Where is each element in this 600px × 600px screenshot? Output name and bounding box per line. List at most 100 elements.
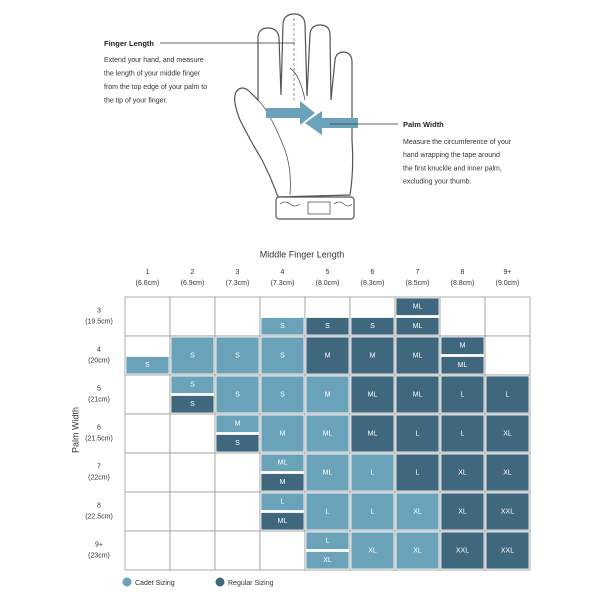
- size-label: XL: [413, 508, 422, 515]
- size-label: ML: [413, 352, 423, 359]
- size-label: ML: [368, 391, 378, 398]
- palm-line: hand wrapping the tape around: [403, 152, 500, 159]
- row-measure: (21.5cm): [85, 435, 113, 442]
- grid-cell: [124, 452, 171, 493]
- column-measure: (7.3cm): [226, 280, 250, 287]
- grid-cell: [214, 491, 261, 532]
- size-block: [170, 336, 215, 375]
- size-block: [350, 414, 395, 453]
- palm-line: Measure the circumference of your: [403, 139, 512, 146]
- size-block: [305, 317, 350, 336]
- size-label: ML: [323, 469, 333, 476]
- row-number: 8: [97, 502, 101, 509]
- grid-cell: [124, 374, 171, 415]
- size-label: M: [325, 391, 331, 398]
- row-number: 4: [97, 346, 101, 353]
- column-measure: (8.8cm): [451, 280, 475, 287]
- column-number: 7: [416, 269, 420, 276]
- size-block: [440, 356, 485, 375]
- size-block: [260, 317, 305, 336]
- grid-cell: [169, 452, 216, 493]
- size-label: XXL: [456, 547, 469, 554]
- size-label: L: [326, 508, 330, 515]
- legend-swatch: [122, 577, 132, 587]
- size-block: [215, 414, 260, 433]
- grid-cell: [169, 296, 216, 337]
- size-label: M: [280, 430, 286, 437]
- grid-cell: [124, 413, 171, 454]
- size-label: XXL: [501, 547, 514, 554]
- column-number: 5: [326, 269, 330, 276]
- size-label: S: [370, 323, 375, 330]
- size-label: ML: [278, 460, 288, 467]
- size-block: [260, 414, 305, 453]
- size-label: L: [281, 499, 285, 506]
- row-measure: (22.5cm): [85, 513, 113, 520]
- row-number: 9+: [95, 541, 103, 548]
- finger-line: the tip of your finger.: [104, 97, 167, 104]
- size-block: [350, 453, 395, 492]
- size-block: [125, 356, 170, 375]
- column-title: Middle Finger Length: [260, 249, 345, 259]
- size-label: S: [280, 323, 285, 330]
- legend-swatch: [215, 577, 225, 587]
- palm-line: the first knuckle and inner palm,: [403, 165, 502, 172]
- grid-cell: [124, 530, 171, 571]
- size-label: S: [325, 323, 330, 330]
- size-block: [305, 336, 350, 375]
- size-block: [485, 414, 530, 453]
- size-block: [395, 297, 440, 316]
- legend-label: Regular Sizing: [228, 580, 274, 587]
- size-block: [215, 434, 260, 453]
- size-block: [170, 395, 215, 414]
- size-label: XL: [503, 430, 512, 437]
- size-block: [305, 375, 350, 414]
- size-block: [440, 453, 485, 492]
- column-measure: (6.6cm): [136, 280, 160, 287]
- grid-cell: [214, 452, 261, 493]
- size-label: L: [461, 430, 465, 437]
- row-measure: (21cm): [88, 396, 110, 403]
- size-label: M: [370, 352, 376, 359]
- size-block: [440, 492, 485, 531]
- size-block: [440, 336, 485, 355]
- size-block: [485, 492, 530, 531]
- size-block: [485, 531, 530, 570]
- size-label: S: [145, 362, 150, 369]
- size-block: [305, 453, 350, 492]
- grid-cell: [484, 335, 531, 376]
- palm-title: Palm Width: [403, 120, 444, 129]
- legend-label: Cadet Sizing: [135, 580, 175, 587]
- size-label: XL: [368, 547, 377, 554]
- grid-cell: [169, 491, 216, 532]
- size-label: XL: [323, 557, 332, 564]
- size-block: [260, 512, 305, 531]
- size-label: M: [280, 479, 286, 486]
- size-block: [350, 336, 395, 375]
- column-number: 9+: [504, 269, 512, 276]
- size-label: S: [280, 391, 285, 398]
- size-block: [350, 492, 395, 531]
- size-block: [395, 336, 440, 375]
- size-block: [260, 473, 305, 492]
- size-label: ML: [278, 518, 288, 525]
- size-label: L: [371, 469, 375, 476]
- grid-cell: [169, 413, 216, 454]
- grid-cell: [169, 530, 216, 571]
- column-measure: (7.3cm): [271, 280, 295, 287]
- grid-cell: [124, 296, 171, 337]
- size-label: S: [235, 391, 240, 398]
- size-block: [395, 375, 440, 414]
- size-label: L: [416, 430, 420, 437]
- size-block: [215, 336, 260, 375]
- size-block: [305, 414, 350, 453]
- finger-line: from the top edge of your palm to: [104, 84, 207, 91]
- size-block: [305, 492, 350, 531]
- size-block: [260, 336, 305, 375]
- size-label: M: [325, 352, 331, 359]
- size-label: ML: [413, 391, 423, 398]
- finger-text: Extend your hand, and measure the length …: [104, 57, 207, 105]
- size-label: S: [235, 440, 240, 447]
- size-label: ML: [458, 362, 468, 369]
